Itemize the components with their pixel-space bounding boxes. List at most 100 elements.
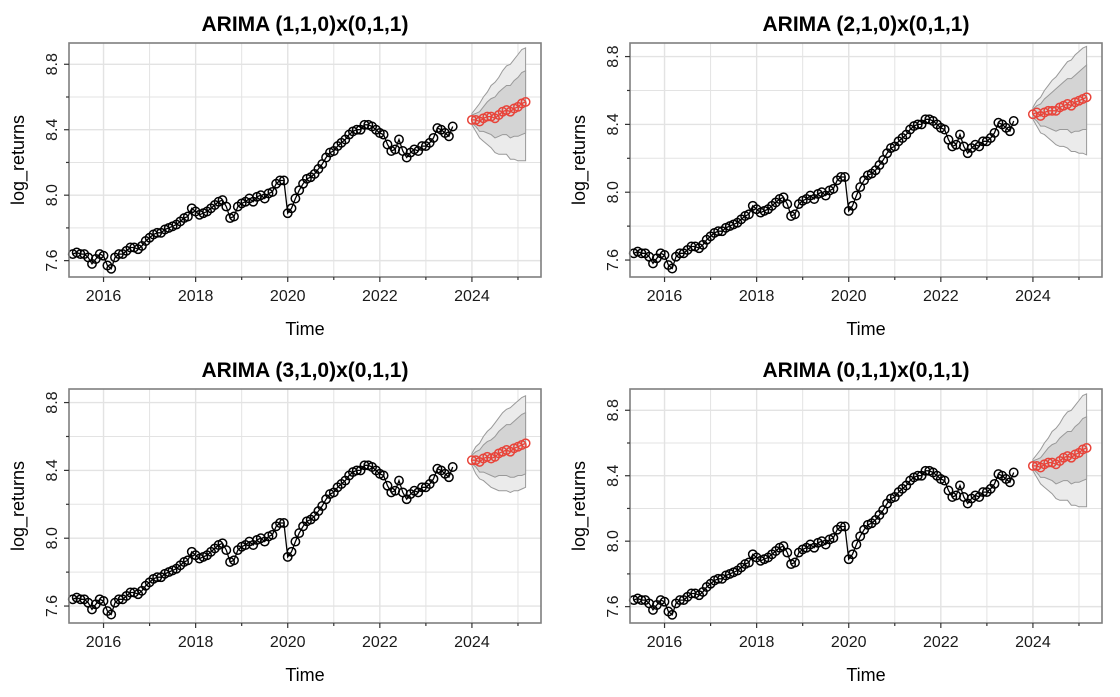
data-point	[520, 96, 531, 107]
y-tick-label: 8.0	[44, 527, 61, 549]
data-point	[836, 521, 846, 532]
data-point	[790, 557, 800, 568]
data-point	[106, 609, 117, 620]
plot-background	[630, 389, 1102, 623]
data-point	[378, 129, 389, 140]
data-point	[828, 532, 839, 543]
series-line	[1032, 447, 1087, 469]
x-tick-label: 2016	[86, 634, 122, 651]
data-point	[659, 250, 670, 260]
data-point	[939, 475, 950, 486]
series-observed	[67, 460, 458, 620]
data-point	[221, 545, 232, 556]
data-point	[839, 172, 850, 182]
x-axis-label: Time	[285, 319, 324, 339]
y-tick-label: 8.4	[44, 459, 61, 481]
y-tick-label: 8.4	[605, 113, 622, 135]
series-forecast	[466, 438, 531, 467]
data-point	[955, 129, 965, 140]
data-point	[428, 473, 439, 484]
y-tick-label: 8.8	[605, 45, 622, 67]
data-point	[443, 472, 454, 483]
chart-title: ARIMA (2,1,0)x(0,1,1)	[763, 13, 970, 36]
x-tick-label: 2020	[270, 634, 306, 651]
x-tick-label: 2022	[923, 634, 959, 651]
data-point	[378, 470, 389, 481]
data-point	[267, 529, 278, 540]
data-point	[394, 475, 404, 486]
grid	[69, 389, 541, 623]
data-point	[443, 131, 454, 142]
x-tick-label: 2020	[270, 288, 306, 305]
data-point	[1004, 126, 1015, 137]
y-tick-label: 8.4	[605, 465, 622, 487]
x-tick-label: 2020	[831, 288, 867, 305]
y-tick-label: 7.6	[44, 595, 61, 617]
y-tick-label: 8.8	[44, 391, 61, 413]
x-tick-label: 2024	[454, 634, 490, 651]
panel-border	[68, 388, 542, 624]
y-tick-label: 8.8	[605, 399, 622, 421]
data-point	[428, 132, 439, 143]
data-point	[1004, 477, 1015, 488]
data-point	[782, 199, 793, 210]
y-tick-label: 7.6	[605, 249, 622, 271]
series-forecast	[1027, 442, 1092, 473]
data-point	[447, 121, 458, 132]
data-point	[1081, 92, 1092, 103]
data-point	[851, 539, 862, 550]
data-point	[939, 124, 950, 135]
data-point	[847, 549, 858, 560]
x-tick-label: 2022	[362, 288, 398, 305]
data-point	[1008, 116, 1019, 126]
x-tick-label: 2024	[1015, 634, 1051, 651]
series-forecast	[1027, 92, 1092, 121]
data-point	[851, 190, 862, 201]
data-point	[667, 609, 678, 620]
data-point	[836, 172, 846, 182]
x-tick-label: 2022	[362, 634, 398, 651]
x-tick-label: 2016	[647, 634, 683, 651]
panel-border	[629, 42, 1103, 278]
series-observed	[628, 465, 1019, 620]
series-forecast	[466, 96, 531, 127]
y-axis-label: log_returns	[8, 115, 29, 205]
x-axis-label: Time	[846, 319, 885, 339]
panel-border	[68, 42, 542, 278]
x-axis-label: Time	[846, 665, 885, 685]
y-tick-label: 7.6	[605, 595, 622, 617]
data-point	[782, 547, 793, 558]
data-point	[229, 211, 239, 222]
data-point	[989, 127, 1000, 138]
x-tick-label: 2018	[739, 288, 775, 305]
y-axis-label: log_returns	[569, 461, 590, 551]
y-axis-label: log_returns	[569, 115, 590, 205]
plot-background	[69, 43, 541, 277]
data-point	[912, 470, 923, 481]
data-point	[520, 438, 531, 449]
x-tick-label: 2016	[647, 288, 683, 305]
y-tick-label: 8.0	[44, 184, 61, 206]
series-observed	[67, 119, 458, 274]
grid	[630, 43, 1102, 277]
y-tick-label: 8.4	[44, 119, 61, 141]
x-tick-label: 2020	[831, 634, 867, 651]
x-tick-label: 2018	[178, 634, 214, 651]
panel-border	[629, 388, 1103, 624]
chart-title: ARIMA (1,1,0)x(0,1,1)	[202, 13, 409, 36]
data-point	[839, 521, 850, 532]
chart-title: ARIMA (3,1,0)x(0,1,1)	[202, 359, 409, 382]
data-point	[790, 209, 800, 220]
data-point	[275, 175, 285, 186]
data-point	[351, 465, 362, 476]
data-point	[106, 263, 117, 274]
data-point	[182, 555, 193, 566]
data-point	[667, 263, 678, 274]
y-tick-label: 8.0	[605, 181, 622, 203]
data-point	[275, 518, 285, 528]
data-point	[394, 134, 404, 145]
data-point	[286, 203, 297, 214]
chart-panel-2: 2016 2018 2020 2022 2024 7.6 8.0 8.4 8.8 ARIMA (2…	[569, 13, 1103, 339]
data-point	[989, 478, 1000, 489]
